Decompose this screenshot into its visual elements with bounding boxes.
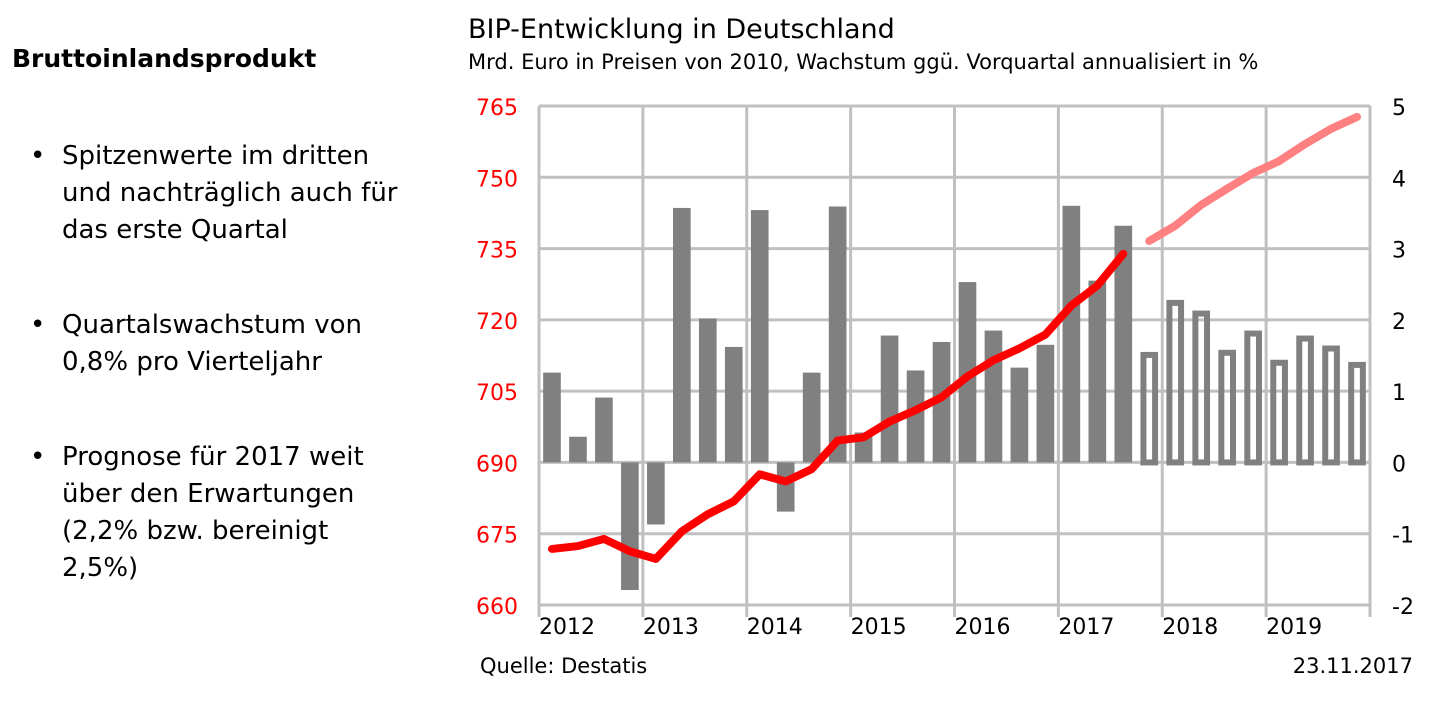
y-right-tick-label: 2 — [1392, 310, 1406, 335]
bar-growth-forecast — [1296, 335, 1314, 466]
bar-growth — [932, 341, 951, 463]
bar-growth — [1088, 280, 1107, 463]
y-left-tick-label: 660 — [476, 595, 518, 620]
bar-growth — [984, 330, 1003, 463]
chart-subtitle: Mrd. Euro in Preisen von 2010, Wachstum … — [468, 50, 1259, 74]
y-right-tick-label: -1 — [1392, 524, 1414, 549]
bar-growth — [776, 462, 795, 512]
y-right-tick-label: 0 — [1392, 452, 1406, 477]
source-note: Quelle: Destatis — [480, 654, 648, 678]
bullet-item: Spitzenwerte im dritten und nachträglich… — [30, 138, 410, 249]
bar-growth — [802, 372, 821, 463]
gdp-forecast-line — [1145, 112, 1362, 245]
bar-growth — [1036, 344, 1055, 463]
y-left-tick-label: 720 — [476, 310, 518, 335]
x-tick-label: 2016 — [955, 615, 1011, 640]
bar-growth — [750, 210, 769, 463]
bar-growth — [621, 462, 639, 591]
bar-growth — [724, 346, 743, 463]
y-left-tick-label: 735 — [476, 239, 518, 264]
y-right-tick-label: 5 — [1392, 96, 1406, 121]
bar-growth-forecast — [1192, 310, 1211, 466]
y-right-tick-label: 3 — [1392, 239, 1406, 264]
y-left-tick-label: 765 — [476, 96, 518, 121]
bar-growth — [906, 370, 925, 463]
y-right-tick-label: 4 — [1392, 167, 1406, 192]
bullet-item: Quartalswachstum von 0,8% pro Vierteljah… — [30, 307, 410, 381]
bar-growth — [672, 207, 691, 463]
bar-growth — [569, 436, 587, 463]
x-tick-label: 2014 — [747, 615, 803, 640]
sidebar-heading: Bruttoinlandsprodukt — [12, 44, 317, 73]
bar-growth-forecast — [1348, 361, 1366, 466]
bar-growth — [1010, 367, 1029, 463]
bar-growth — [1062, 205, 1081, 463]
x-tick-label: 2017 — [1058, 615, 1114, 640]
bar-growth-forecast — [1218, 349, 1237, 466]
bar-growth-forecast — [1140, 351, 1159, 466]
y-right-tick-label: -2 — [1392, 595, 1414, 620]
y-left-tick-label: 690 — [476, 452, 518, 477]
x-tick-label: 2013 — [643, 615, 699, 640]
bar-growth — [880, 335, 899, 463]
bar-growth-forecast — [1322, 345, 1340, 466]
y-left-tick-label: 750 — [476, 167, 518, 192]
bar-growth — [595, 397, 613, 463]
bar-growth-forecast — [1166, 299, 1185, 466]
bar-growth-forecast — [1244, 330, 1262, 466]
bullet-item: Prognose für 2017 weit über den Erwartun… — [30, 439, 410, 587]
x-tick-label: 2019 — [1266, 615, 1322, 640]
bar-growth — [647, 462, 665, 525]
y-left-tick-label: 705 — [476, 381, 518, 406]
x-tick-label: 2015 — [851, 615, 907, 640]
x-tick-label: 2018 — [1162, 615, 1218, 640]
bar-growth — [828, 206, 847, 463]
bar-growth-forecast — [1270, 359, 1288, 466]
bar-growth — [1114, 225, 1133, 463]
bar-growth — [543, 372, 561, 463]
chart-title: BIP-Entwicklung in Deutschland — [468, 14, 895, 45]
y-right-tick-label: 1 — [1392, 381, 1406, 406]
y-left-tick-label: 675 — [476, 524, 518, 549]
x-tick-label: 2012 — [539, 615, 595, 640]
gdp-line — [547, 249, 1128, 563]
bar-growth — [698, 318, 717, 463]
date-note: 23.11.2017 — [1292, 654, 1413, 678]
bullet-list: Spitzenwerte im dritten und nachträglich… — [30, 138, 410, 645]
